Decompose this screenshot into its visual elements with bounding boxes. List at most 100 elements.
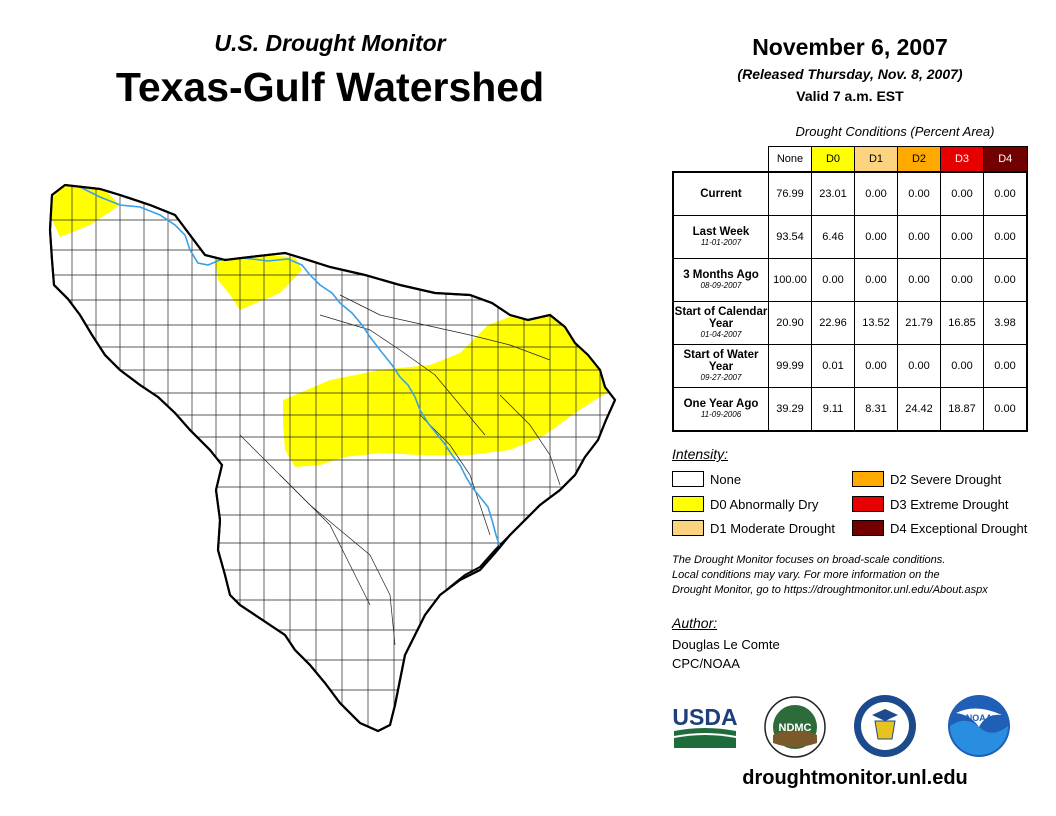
row-label-text: Start of Calendar Year bbox=[674, 306, 768, 330]
table-header-row: None D0 D1 D2 D3 D4 bbox=[673, 146, 1028, 173]
legend-swatch bbox=[672, 471, 704, 487]
table-cell: 21.79 bbox=[897, 301, 941, 345]
table-cell: 39.29 bbox=[768, 387, 812, 432]
legend-item: None bbox=[672, 471, 741, 487]
table-row: Current 76.99 23.01 0.00 0.00 0.00 0.00 bbox=[672, 171, 1028, 216]
row-label: Last Week 11-01-2007 bbox=[672, 215, 769, 259]
table-cell: 9.11 bbox=[811, 387, 855, 432]
noaa-logo: NOAA bbox=[948, 695, 1010, 757]
table-cell: 16.85 bbox=[940, 301, 984, 345]
table-cell: 0.00 bbox=[854, 215, 898, 259]
table-cell: 0.00 bbox=[940, 258, 984, 302]
note-line: The Drought Monitor focuses on broad-sca… bbox=[672, 554, 946, 566]
valid-time: Valid 7 a.m. EST bbox=[796, 88, 904, 104]
map-date: November 6, 2007 bbox=[752, 34, 948, 60]
legend-item: D1 Moderate Drought bbox=[672, 520, 835, 536]
table-cell: 8.31 bbox=[854, 387, 898, 432]
legend-label: None bbox=[710, 471, 742, 487]
table-cell: 0.00 bbox=[897, 258, 941, 302]
note-line: Drought Monitor, go to https://droughtmo… bbox=[672, 584, 988, 596]
author-heading: Author: bbox=[672, 615, 718, 631]
table-cell: 18.87 bbox=[940, 387, 984, 432]
watershed-map bbox=[48, 183, 617, 733]
table-cell: 13.52 bbox=[854, 301, 898, 345]
legend-swatch bbox=[852, 520, 884, 536]
legend-label: D4 Exceptional Drought bbox=[890, 520, 1028, 536]
legend-label: D0 Abnormally Dry bbox=[710, 496, 819, 512]
table-cell: 0.00 bbox=[940, 344, 984, 388]
map-title: Texas-Gulf Watershed bbox=[115, 64, 545, 110]
river bbox=[59, 185, 501, 548]
column-header-none: None bbox=[768, 146, 812, 173]
release-date: (Released Thursday, Nov. 8, 2007) bbox=[737, 66, 963, 82]
note-line: Local conditions may vary. For more info… bbox=[672, 569, 940, 581]
table-cell: 0.01 bbox=[811, 344, 855, 388]
legend-title: Intensity: bbox=[672, 446, 729, 462]
row-date: 11-01-2007 bbox=[700, 238, 742, 247]
row-label: Current bbox=[672, 171, 769, 216]
legend-item: D3 Extreme Drought bbox=[852, 496, 1009, 512]
column-header-d1: D1 bbox=[854, 146, 898, 173]
column-header-d2: D2 bbox=[897, 146, 941, 173]
legend-swatch bbox=[852, 471, 884, 487]
usda-logo-text: USDA bbox=[672, 704, 737, 730]
column-header-d3: D3 bbox=[940, 146, 984, 173]
table-cell: 0.00 bbox=[897, 215, 941, 259]
table-cell: 0.00 bbox=[940, 215, 984, 259]
header-blank bbox=[673, 147, 769, 173]
row-label: One Year Ago 11-09-2006 bbox=[672, 387, 769, 432]
table-row: Start of Calendar Year 01-04-2007 20.90 22.… bbox=[672, 301, 1028, 345]
table-row: Last Week 11-01-2007 93.54 6.46 0.00 0.00 0.00… bbox=[672, 215, 1028, 259]
row-label-text: 3 Months Ago bbox=[683, 269, 759, 281]
author-name: Douglas Le Comte bbox=[672, 637, 780, 652]
table-cell: 0.00 bbox=[811, 258, 855, 302]
table-cell: 0.00 bbox=[983, 387, 1028, 432]
ndmc-logo: NDMC bbox=[764, 696, 826, 758]
table-cell: 0.00 bbox=[897, 171, 941, 216]
table-caption: Drought Conditions (Percent Area) bbox=[795, 124, 995, 139]
row-date: 09-27-2007 bbox=[700, 373, 742, 382]
table-row: 3 Months Ago 08-09-2007 100.00 0.00 0.00 0.00… bbox=[672, 258, 1028, 302]
row-label-text: Last Week bbox=[692, 226, 750, 238]
table-cell: 76.99 bbox=[768, 171, 812, 216]
table-cell: 93.54 bbox=[768, 215, 812, 259]
table-cell: 3.98 bbox=[983, 301, 1028, 345]
legend-label: D3 Extreme Drought bbox=[890, 496, 1009, 512]
commerce-seal-logo bbox=[854, 695, 916, 757]
legend-item: D0 Abnormally Dry bbox=[672, 496, 818, 512]
usda-logo: USDA bbox=[672, 704, 738, 748]
website-url[interactable]: droughtmonitor.unl.edu bbox=[742, 767, 968, 789]
table-cell: 0.00 bbox=[897, 344, 941, 388]
d0-area-northwest bbox=[50, 185, 120, 237]
author-organization: CPC/NOAA bbox=[672, 656, 740, 671]
row-label-text: One Year Ago bbox=[683, 398, 759, 410]
column-header-d0: D0 bbox=[811, 146, 855, 173]
row-date: 01-04-2007 bbox=[700, 330, 742, 339]
legend-item: D4 Exceptional Drought bbox=[852, 520, 1027, 536]
legend-swatch bbox=[672, 496, 704, 512]
map-subtitle: U.S. Drought Monitor bbox=[214, 30, 446, 56]
legend-item: D2 Severe Drought bbox=[852, 471, 1001, 487]
table-cell: 0.00 bbox=[983, 258, 1028, 302]
row-label-text: Current bbox=[700, 188, 742, 200]
d0-area-north-central bbox=[215, 255, 302, 310]
table-cell: 0.00 bbox=[854, 171, 898, 216]
drought-conditions-table: None D0 D1 D2 D3 D4 Current 76.99 23.01 0.00 0.00… bbox=[672, 146, 1028, 432]
row-label: Start of Water Year 09-27-2007 bbox=[672, 344, 769, 388]
legend-label: D1 Moderate Drought bbox=[710, 520, 836, 536]
row-label: Start of Calendar Year 01-04-2007 bbox=[672, 301, 769, 345]
table-cell: 100.00 bbox=[768, 258, 812, 302]
table-cell: 23.01 bbox=[811, 171, 855, 216]
table-row: Start of Water Year 09-27-2007 99.99 0.01 0.… bbox=[672, 344, 1028, 388]
basin-border bbox=[48, 183, 617, 733]
table-cell: 0.00 bbox=[854, 258, 898, 302]
table-cell: 20.90 bbox=[768, 301, 812, 345]
legend-swatch bbox=[852, 496, 884, 512]
table-cell: 0.00 bbox=[854, 344, 898, 388]
noaa-logo-text: NOAA bbox=[966, 713, 993, 723]
table-cell: 22.96 bbox=[811, 301, 855, 345]
table-row: One Year Ago 11-09-2006 39.29 9.11 8.31 24.42… bbox=[672, 387, 1028, 432]
ndmc-logo-text: NDMC bbox=[779, 722, 812, 734]
legend-swatch bbox=[672, 520, 704, 536]
table-cell: 99.99 bbox=[768, 344, 812, 388]
